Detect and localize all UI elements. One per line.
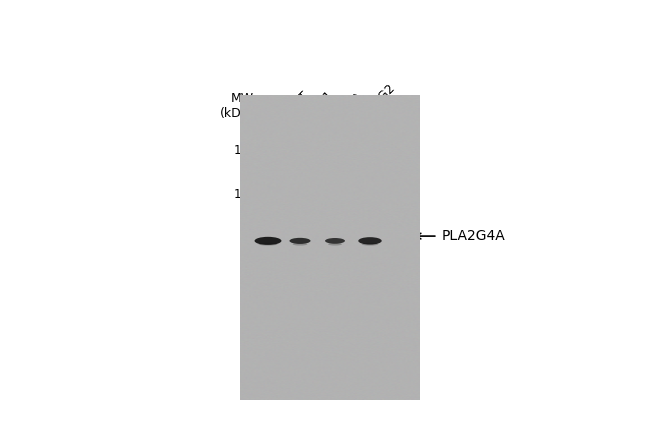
Text: MW
(kDa): MW (kDa) — [220, 92, 254, 120]
Text: 130: 130 — [234, 188, 256, 200]
Ellipse shape — [362, 243, 378, 246]
Text: A431: A431 — [305, 88, 337, 120]
Text: 180: 180 — [234, 144, 256, 157]
Text: 72: 72 — [241, 267, 256, 280]
Ellipse shape — [255, 237, 281, 245]
Bar — [267, 124, 407, 359]
Text: 55: 55 — [242, 303, 256, 316]
Text: 293T: 293T — [280, 89, 311, 120]
Text: HepG2: HepG2 — [359, 81, 398, 120]
Ellipse shape — [325, 238, 345, 243]
Text: HeLa: HeLa — [332, 88, 363, 120]
Ellipse shape — [328, 243, 342, 246]
Text: PLA2G4A: PLA2G4A — [441, 229, 506, 243]
Ellipse shape — [289, 238, 311, 244]
Text: 95: 95 — [242, 230, 256, 243]
Ellipse shape — [259, 243, 278, 246]
Ellipse shape — [358, 237, 382, 244]
Ellipse shape — [292, 243, 307, 246]
Text: 43: 43 — [242, 335, 256, 349]
